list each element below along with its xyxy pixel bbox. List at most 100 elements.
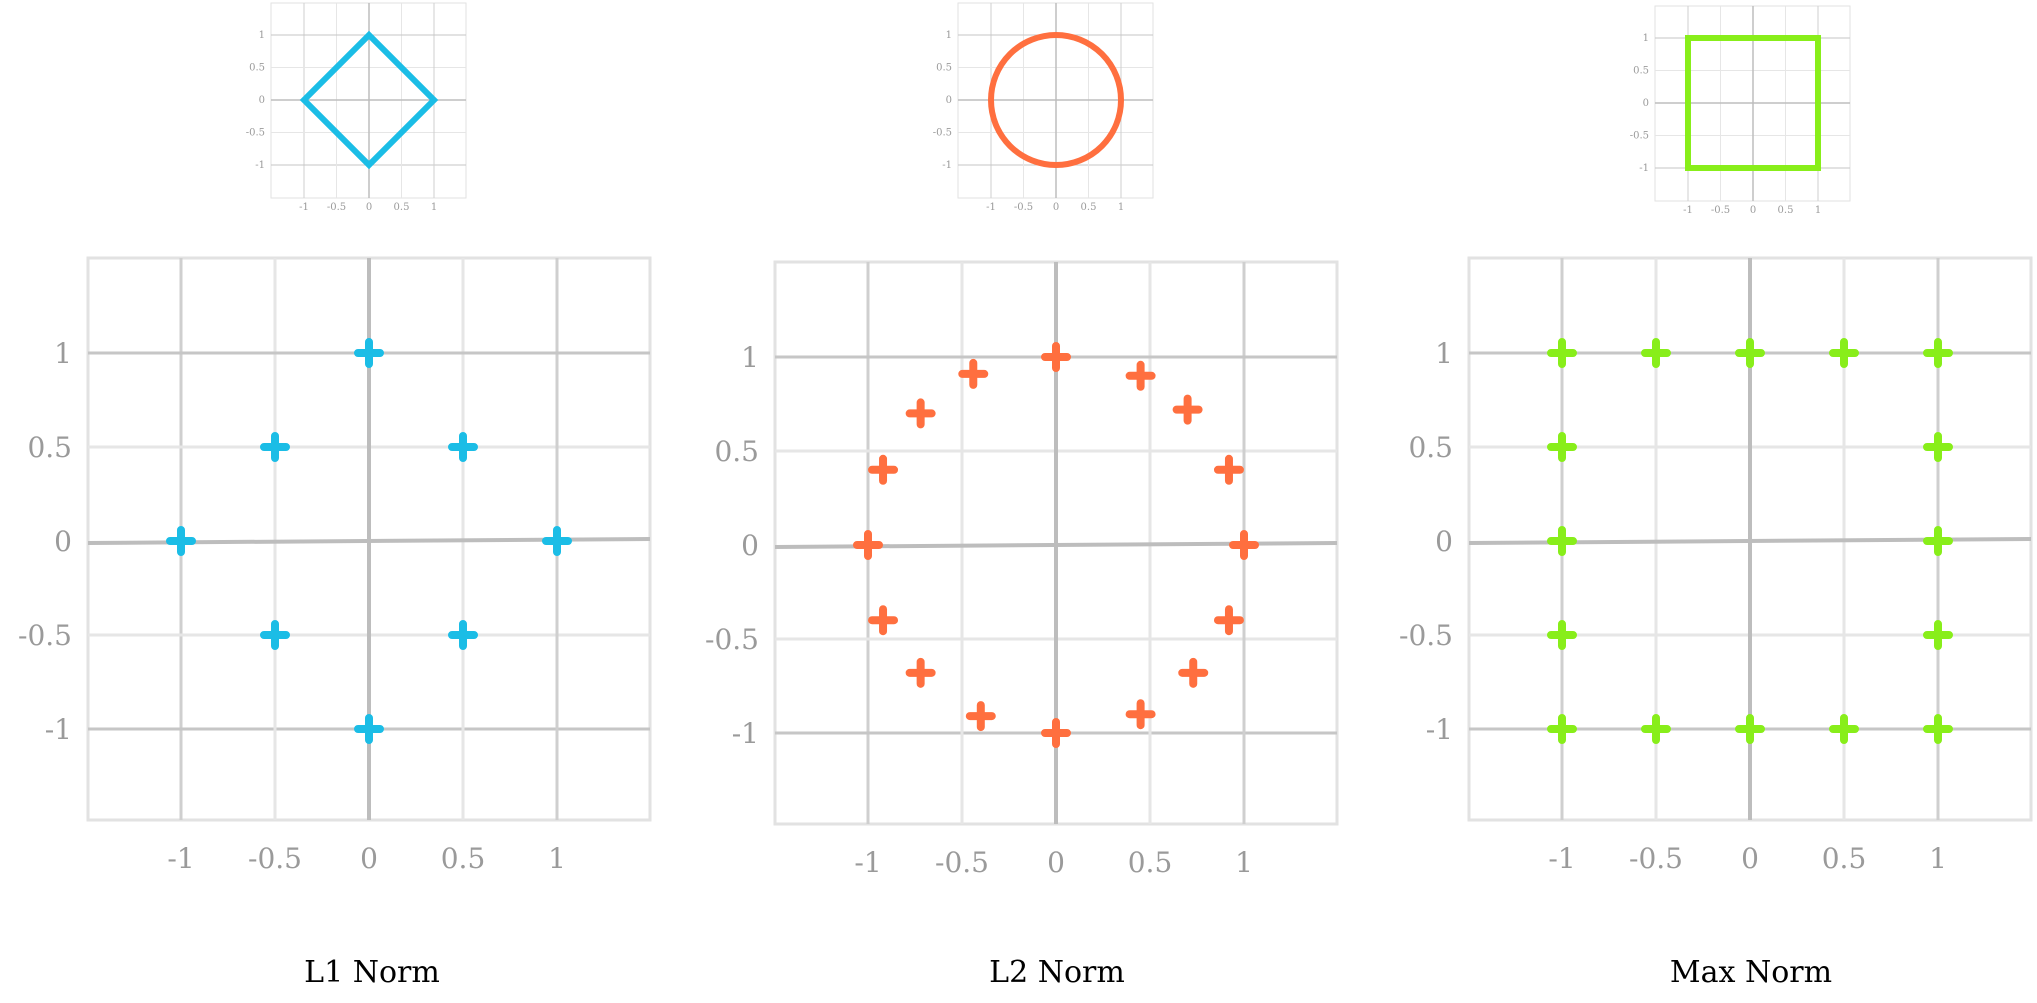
square-unit-ball	[1685, 35, 1821, 171]
y-tick-label: 1	[1643, 33, 1649, 44]
l2-data-point	[1125, 360, 1156, 391]
l2-data-point	[868, 454, 899, 485]
x-tick-label: -0.5	[248, 842, 302, 875]
l2-data-point	[1041, 718, 1071, 748]
l2-data-point	[905, 398, 936, 429]
l2-data-point	[1172, 394, 1203, 425]
l1-data-point	[166, 526, 196, 556]
l1-norm-title: L1 Norm	[304, 955, 440, 990]
y-tick-label: 0.5	[249, 63, 265, 74]
y-tick-label: 1	[1435, 337, 1453, 370]
max-data-point	[1641, 338, 1671, 368]
l2-data-point	[958, 358, 989, 389]
y-tick-label: 0	[259, 95, 265, 106]
max-data-point	[1641, 714, 1671, 744]
y-tick-label: 1	[741, 341, 759, 374]
x-tick-label: -0.5	[935, 846, 989, 879]
max-data-point	[1923, 338, 1953, 368]
l2-data-point	[868, 605, 899, 636]
max-data-point	[1547, 620, 1577, 650]
diamond-unit-ball	[299, 30, 439, 170]
l2-data-point	[965, 701, 996, 732]
y-tick-label: -1	[1639, 163, 1649, 174]
y-tick-label: 1	[54, 337, 72, 370]
x-tick-label: -1	[167, 842, 194, 875]
y-tick-label: -1	[1426, 713, 1453, 746]
l2-data-point	[1041, 342, 1071, 372]
l2-norm-title: L2 Norm	[989, 955, 1125, 990]
l1-data-point	[354, 338, 384, 368]
y-tick-label: -0.5	[246, 128, 265, 139]
y-tick-label: 0.5	[714, 435, 759, 468]
x-tick-label: 1	[1235, 846, 1253, 879]
y-tick-label: 0	[741, 529, 759, 562]
y-tick-label: -1	[255, 160, 265, 171]
y-tick-label: -0.5	[705, 623, 759, 656]
x-tick-label: -1	[299, 202, 309, 213]
l2-data-point	[853, 530, 883, 560]
l2-data-point	[1213, 605, 1244, 636]
l1-unit-ball-inset: -1 -1 -0.5 -0.5 0 0 0.5 0.5 1 1	[246, 2, 467, 213]
x-tick-label: 0	[360, 842, 378, 875]
y-tick-label: -1	[732, 717, 759, 750]
max-data-point	[1547, 714, 1577, 744]
circle-unit-ball	[988, 32, 1124, 168]
y-tick-label: 0	[1643, 98, 1649, 109]
x-tick-label: -1	[986, 202, 996, 213]
max-data-point	[1923, 714, 1953, 744]
x-tick-label: 0.5	[1778, 205, 1794, 216]
max-data-point	[1547, 432, 1577, 462]
y-tick-label: 1	[946, 30, 952, 41]
x-tick-label: -0.5	[1629, 842, 1683, 875]
x-tick-label: 1	[431, 202, 437, 213]
l1-data-point	[260, 620, 290, 650]
max-data-point	[1923, 432, 1953, 462]
x-tick-label: 0	[1741, 842, 1759, 875]
y-tick-label: 0.5	[27, 431, 72, 464]
max-unit-ball-inset: -1 -1 -0.5 -0.5 0 0 0.5 0.5 1 1	[1630, 5, 1851, 216]
x-tick-label: 0	[1053, 202, 1059, 213]
x-tick-label: 1	[548, 842, 566, 875]
x-tick-label: 0.5	[1128, 846, 1173, 879]
x-tick-label: 0	[1047, 846, 1065, 879]
x-tick-label: 0	[366, 202, 372, 213]
l1-data-point	[354, 714, 384, 744]
max-data-point	[1923, 526, 1953, 556]
x-tick-label: -0.5	[327, 202, 346, 213]
l2-data-point	[1229, 530, 1259, 560]
l2-norm-plot: -1 -1 -0.5 -0.5 0 0 0.5 0.5 1 1	[705, 260, 1339, 879]
x-tick-label: 0.5	[1822, 842, 1867, 875]
y-tick-label: 0.5	[1633, 66, 1649, 77]
max-norm-plot: -1 -1 -0.5 -0.5 0 0 0.5 0.5 1 1	[1399, 256, 2033, 875]
y-tick-label: 0	[1435, 525, 1453, 558]
x-tick-label: 1	[1815, 205, 1821, 216]
x-tick-label: -1	[1683, 205, 1693, 216]
l1-data-point	[260, 432, 290, 462]
y-tick-label: -1	[45, 713, 72, 746]
max-data-point	[1547, 526, 1577, 556]
l1-data-point	[448, 620, 478, 650]
max-data-point	[1735, 338, 1765, 368]
l2-data-point	[905, 657, 936, 688]
y-tick-label: -0.5	[1630, 131, 1649, 142]
max-data-point	[1829, 338, 1859, 368]
y-tick-label: 0.5	[1408, 431, 1453, 464]
max-data-point	[1829, 714, 1859, 744]
y-tick-label: 0	[946, 95, 952, 106]
l2-unit-ball-inset: -1 -1 -0.5 -0.5 0 0 0.5 0.5 1 1	[933, 2, 1154, 213]
y-tick-label: 1	[259, 30, 265, 41]
l1-data-point	[542, 526, 572, 556]
x-tick-label: 1	[1929, 842, 1947, 875]
x-tick-label: -1	[1548, 842, 1575, 875]
x-tick-label: 0	[1750, 205, 1756, 216]
y-tick-label: -0.5	[18, 619, 72, 652]
y-tick-label: 0.5	[936, 63, 952, 74]
l2-data-point	[1125, 699, 1156, 730]
x-tick-label: -1	[854, 846, 881, 879]
y-tick-label: 0	[54, 525, 72, 558]
x-tick-label: -0.5	[1014, 202, 1033, 213]
x-tick-label: 0.5	[441, 842, 486, 875]
x-tick-label: 1	[1118, 202, 1124, 213]
l2-data-point	[1213, 454, 1244, 485]
y-tick-label: -0.5	[1399, 619, 1453, 652]
